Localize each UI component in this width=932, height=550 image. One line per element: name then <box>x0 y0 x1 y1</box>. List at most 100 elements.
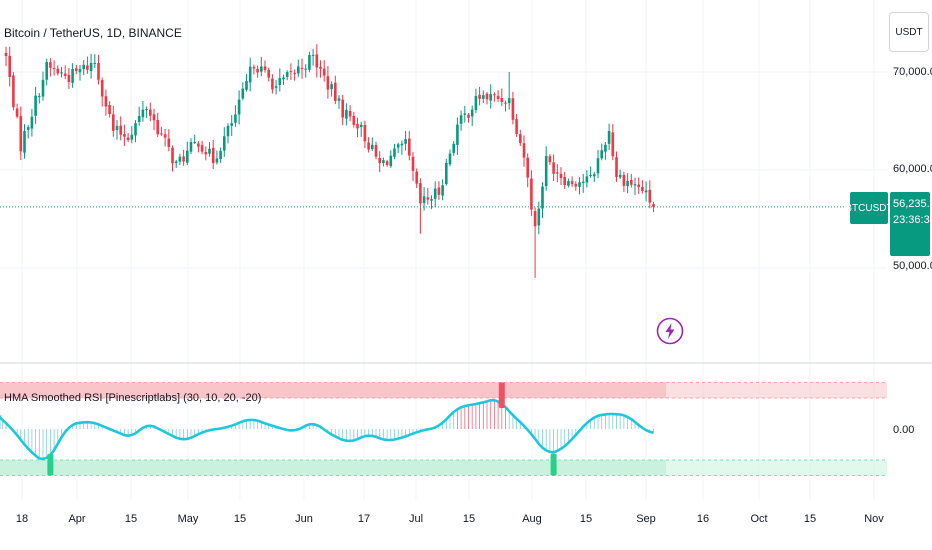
lightning-icon[interactable] <box>655 316 685 346</box>
candle-body <box>581 181 585 183</box>
candle-body <box>34 95 37 116</box>
candle-body <box>45 61 48 80</box>
candle-body <box>134 123 137 136</box>
candle-body <box>304 68 307 70</box>
candle-body <box>419 183 422 204</box>
candle-body <box>607 131 611 144</box>
candle-body <box>274 86 278 88</box>
candle-body <box>526 157 529 178</box>
candle-body <box>115 125 119 131</box>
candle-body <box>223 136 226 151</box>
current-price-value: 56,235.99 <box>893 198 932 210</box>
time-tick: Jul <box>408 513 424 525</box>
candle-body <box>489 93 492 101</box>
candle-body <box>93 62 97 64</box>
candle-body <box>530 178 533 210</box>
candle-body <box>482 95 485 99</box>
candle-body <box>374 144 378 157</box>
candle-body <box>108 105 111 115</box>
candle-body <box>470 109 474 117</box>
candle-body <box>552 162 555 174</box>
candle-body <box>160 133 163 135</box>
candle-body <box>570 181 574 184</box>
candle-body <box>378 157 381 164</box>
candle-body <box>600 150 603 159</box>
candle-body <box>385 161 389 165</box>
candle-body <box>293 72 296 74</box>
time-tick: 15 <box>233 513 247 525</box>
candle-body <box>593 174 596 177</box>
candle-body <box>648 189 652 203</box>
grid <box>0 0 887 500</box>
candle-body <box>622 174 626 186</box>
candle-body <box>445 162 448 184</box>
candle-body <box>478 94 481 99</box>
candle-body <box>30 116 34 129</box>
candle-body <box>544 155 548 187</box>
candle-body <box>241 88 245 99</box>
candle-body <box>182 156 185 162</box>
candle-body <box>404 139 407 144</box>
candle-body <box>319 66 322 69</box>
candle-body <box>78 68 82 73</box>
candle-body <box>437 187 441 195</box>
candle-body <box>152 114 156 121</box>
candle-body <box>337 98 341 101</box>
currency-button[interactable]: USDT <box>889 12 929 52</box>
candle-body <box>356 123 359 129</box>
candle-body <box>637 184 640 188</box>
candle-body <box>422 196 426 204</box>
candle-body <box>193 142 196 144</box>
candle-body <box>86 65 89 70</box>
indicator-label[interactable]: HMA Smoothed RSI [Pinescriptlabs] (30, 1… <box>4 392 262 404</box>
time-tick: Nov <box>864 513 884 525</box>
indicator-bands <box>0 382 887 476</box>
candle-body <box>456 124 459 145</box>
candle-body <box>615 157 618 177</box>
candle-body <box>585 176 589 183</box>
overbought-zone-projection <box>666 382 887 398</box>
candle-body <box>126 137 130 141</box>
price-candles <box>4 44 655 278</box>
symbol-title[interactable]: Bitcoin / TetherUS, 1D, BINANCE <box>4 26 182 40</box>
candle-body <box>504 102 507 104</box>
price-tick-70000: 70,000.00 <box>893 66 932 78</box>
candle-body <box>474 96 478 110</box>
candle-body <box>38 95 41 97</box>
candle-body <box>626 180 629 187</box>
candle-body <box>100 79 104 97</box>
candle-body <box>130 134 134 140</box>
candle-body <box>326 76 330 90</box>
candle-body <box>252 66 256 69</box>
candle-body <box>630 179 633 185</box>
candle-body <box>211 147 215 164</box>
candle-body <box>371 144 374 150</box>
candle-body <box>215 158 219 163</box>
indicator-line <box>0 398 654 461</box>
candle-body <box>463 113 467 115</box>
bull-signal-marker <box>550 453 557 476</box>
candle-body <box>315 54 319 68</box>
candle-body <box>400 143 404 146</box>
time-tick: Oct <box>750 513 768 525</box>
candle-body <box>396 144 400 148</box>
candle-body <box>496 95 500 100</box>
indicator-series <box>0 382 654 476</box>
candle-body <box>41 79 45 97</box>
current-price-badge: 56,235.99 23:36:32 <box>890 192 932 256</box>
candle-body <box>537 208 541 226</box>
candle-body <box>149 109 152 116</box>
candle-body <box>63 73 67 76</box>
candle-body <box>178 156 182 162</box>
candle-body <box>611 132 615 157</box>
candle-body <box>112 114 115 131</box>
time-tick: 15 <box>462 513 476 525</box>
candle-body <box>300 67 304 69</box>
candle-body <box>248 66 252 83</box>
candle-body <box>71 68 74 83</box>
candle-body <box>234 114 237 123</box>
candle-body <box>230 123 233 126</box>
candle-body <box>408 138 411 156</box>
bull-signal-marker <box>47 453 54 476</box>
